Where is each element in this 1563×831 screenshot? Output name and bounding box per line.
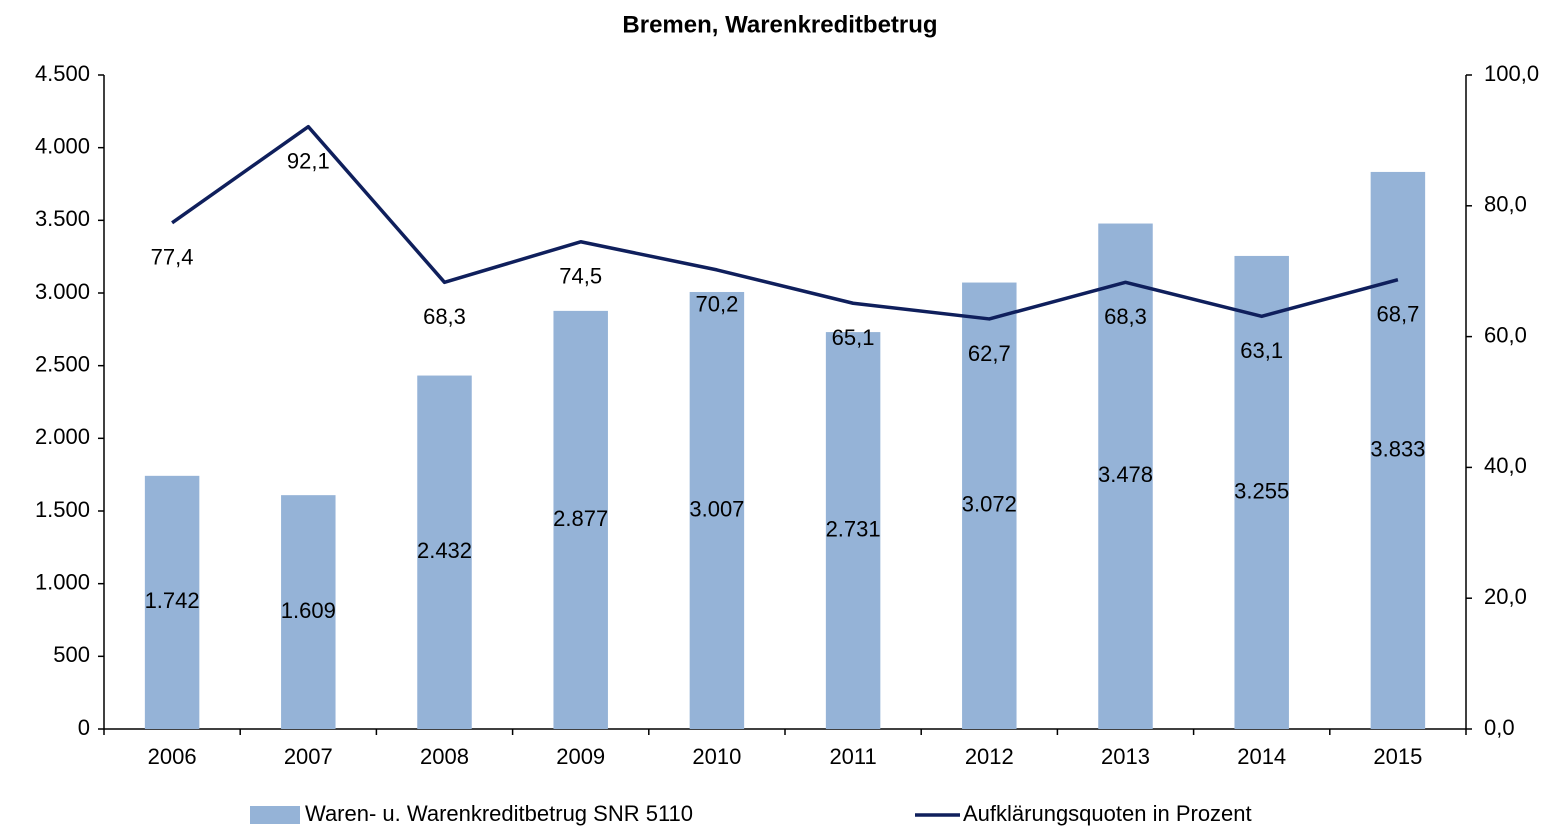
x-tick-label: 2015 [1373, 744, 1422, 769]
legend-label: Waren- u. Warenkreditbetrug SNR 5110 [305, 801, 693, 826]
x-tick-label: 2010 [692, 744, 741, 769]
bar-value-label: 3.833 [1370, 436, 1425, 461]
y-tick-label: 1.000 [35, 569, 90, 594]
bar [825, 332, 881, 729]
y-tick-label: 500 [53, 642, 90, 667]
legend-swatch [250, 806, 300, 824]
line-value-label: 70,2 [695, 292, 738, 317]
bar-value-label: 1.609 [281, 598, 336, 623]
x-tick-label: 2006 [148, 744, 197, 769]
line-value-label: 92,1 [287, 148, 330, 173]
y-tick-label: 2.500 [35, 351, 90, 376]
x-tick-label: 2007 [284, 744, 333, 769]
line-value-label: 74,5 [559, 264, 602, 289]
y-tick-label: 0 [78, 715, 90, 740]
y2-tick-label: 20,0 [1484, 584, 1527, 609]
bar [553, 310, 608, 729]
bar [1098, 223, 1153, 729]
bar [962, 282, 1017, 729]
bar [417, 375, 472, 729]
y-tick-label: 4.500 [35, 61, 90, 86]
bar [1234, 255, 1289, 729]
bar-value-label: 3.007 [689, 496, 744, 521]
x-tick-label: 2009 [556, 744, 605, 769]
y2-tick-label: 40,0 [1484, 453, 1527, 478]
y2-tick-label: 0,0 [1484, 715, 1515, 740]
x-tick-label: 2011 [829, 744, 876, 769]
x-tick-label: 2014 [1237, 744, 1286, 769]
legend-label: Aufklärungsquoten in Prozent [963, 801, 1252, 826]
bar [689, 291, 745, 729]
x-tick-label: 2013 [1101, 744, 1150, 769]
bar-value-label: 2.731 [826, 516, 881, 541]
bar-value-label: 3.478 [1098, 462, 1153, 487]
y-tick-label: 3.500 [35, 206, 90, 231]
y2-tick-label: 60,0 [1484, 322, 1527, 347]
bar [1370, 171, 1426, 730]
line [171, 124, 1399, 321]
y-tick-label: 3.000 [35, 279, 90, 304]
line-value-label: 63,1 [1240, 338, 1283, 363]
line-value-label: 65,1 [832, 325, 875, 350]
bar-value-label: 3.255 [1234, 478, 1289, 503]
x-tick-label: 2012 [965, 744, 1014, 769]
chart-title: Bremen, Warenkreditbetrug [622, 11, 937, 38]
y-tick-label: 4.000 [35, 133, 90, 158]
y2-tick-label: 80,0 [1484, 192, 1527, 217]
bar [144, 475, 200, 729]
line-value-label: 68,3 [423, 304, 466, 329]
bar [281, 495, 336, 729]
bar-value-label: 1.742 [145, 588, 200, 613]
line-value-label: 62,7 [968, 341, 1011, 366]
bar-value-label: 2.432 [417, 538, 472, 563]
bar-value-label: 2.877 [553, 506, 608, 531]
x-tick-label: 2008 [420, 744, 469, 769]
line-value-label: 68,7 [1376, 302, 1419, 327]
line-value-label: 77,4 [151, 245, 194, 270]
bar-value-label: 3.072 [962, 492, 1017, 517]
y-tick-label: 1.500 [35, 497, 90, 522]
y-tick-label: 2.000 [35, 424, 90, 449]
line-value-label: 68,3 [1104, 304, 1147, 329]
y2-tick-label: 100,0 [1484, 61, 1539, 86]
